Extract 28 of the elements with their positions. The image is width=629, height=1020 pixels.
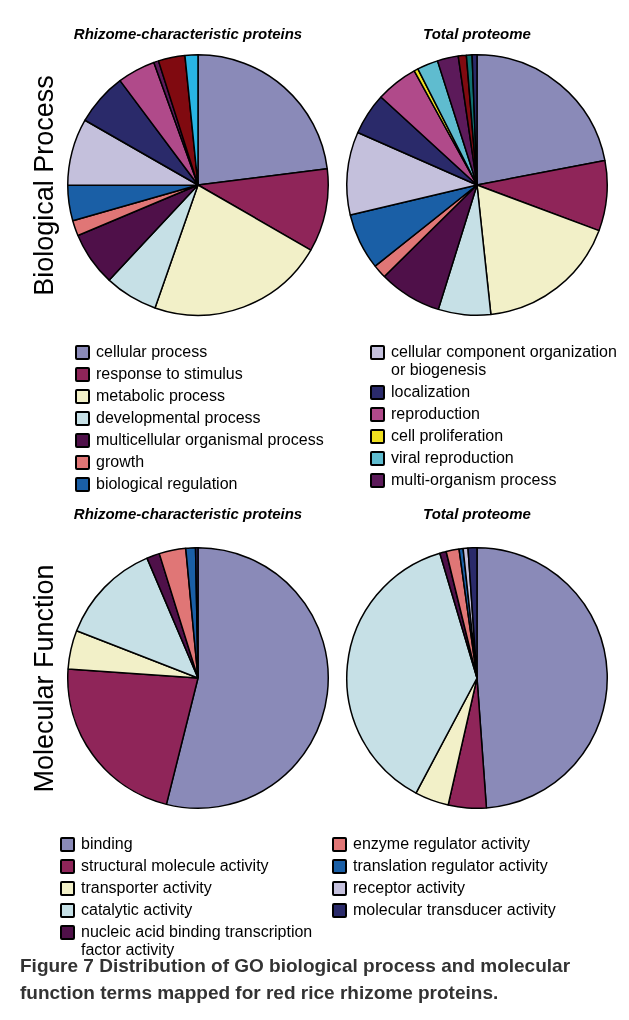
text: Biological Process [28,74,60,296]
slice-label: Total proteome [422,25,532,42]
legend-label: translation regulator activity [353,857,548,875]
text: Molecular Function [28,563,60,793]
legend-label: multi-organism process [391,471,557,489]
slice-label: Rhizome-characteristic proteins [72,505,304,522]
legend-label: nucleic acid binding transcription factor activity [81,923,314,959]
legend-label: catalytic activity [81,901,193,919]
legend-label: localization [391,383,471,401]
legend-label: viral reproduction [391,449,514,467]
legend-label: metabolic process [96,387,225,405]
legend-label: transporter activity [81,879,212,897]
legend-label: biological regulation [96,475,238,493]
legend-label: reproduction [391,405,480,423]
legend-label: cellular component organization or biogenesis [391,343,618,379]
legend-label: molecular transducer activity [353,901,556,919]
slice-label: Rhizome-characteristic proteins [72,25,304,42]
legend-label: developmental process [96,409,261,427]
legend-label: enzyme regulator activity [353,835,530,853]
legend-label: multicellular organismal process [96,431,324,449]
legend-label: cell proliferation [391,427,504,445]
slice-label: Total proteome [422,505,532,522]
legend-label: response to stimulus [96,365,243,383]
legend-label: growth [96,453,145,471]
legend-label: cellular process [96,343,208,361]
legend-label: receptor activity [353,879,466,897]
legend-label: binding [81,835,133,853]
legend-label: structural molecule activity [81,857,269,875]
